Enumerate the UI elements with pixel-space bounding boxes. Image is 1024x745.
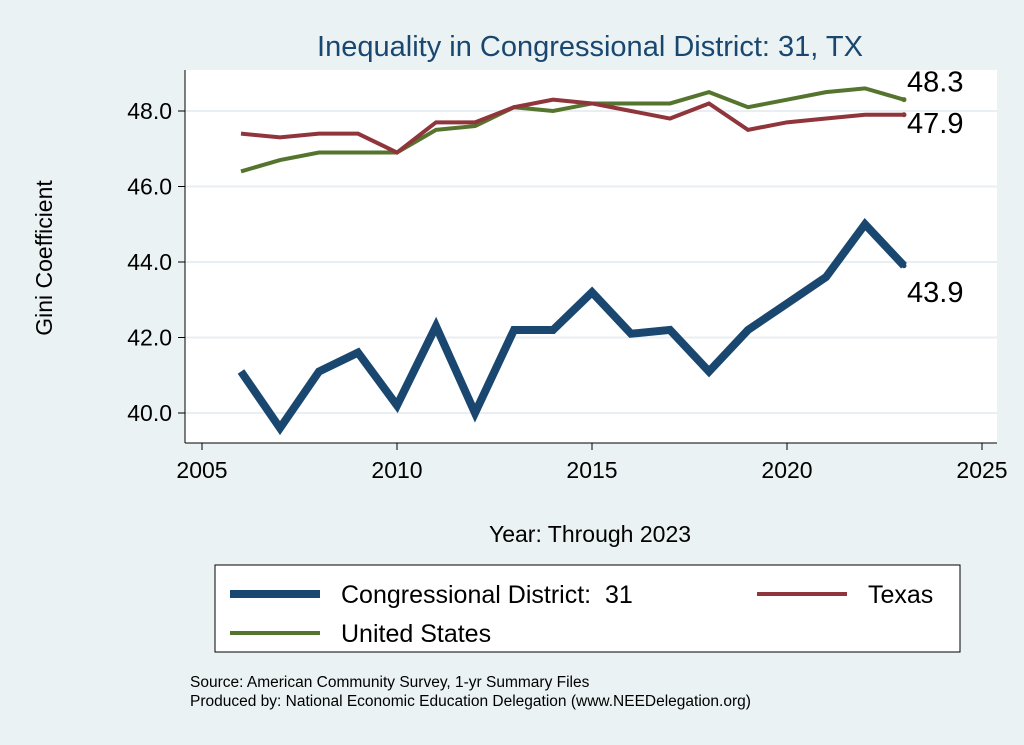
- x-tick-label: 2025: [956, 457, 1007, 483]
- end-point: [901, 112, 907, 118]
- x-tick-label: 2005: [176, 457, 227, 483]
- series-line-united-states: [240, 86, 905, 174]
- y-tick-label: 40.0: [127, 400, 172, 426]
- producer-note: Produced by: National Economic Education…: [190, 693, 751, 710]
- end-label: 47.9: [907, 108, 963, 140]
- x-tick-label: 2015: [566, 457, 617, 483]
- y-axis-label: Gini Coefficient: [31, 180, 57, 336]
- legend: Congressional District: 31 Texas United …: [214, 564, 961, 653]
- x-axis-label: Year: Through 2023: [489, 521, 691, 547]
- series-line-texas: [240, 97, 904, 155]
- y-tick-label: 42.0: [127, 325, 172, 351]
- legend-label-us: United States: [341, 620, 491, 648]
- legend-label-texas: Texas: [868, 581, 933, 609]
- y-tick-label: 44.0: [127, 249, 172, 275]
- end-label: 48.3: [907, 67, 963, 99]
- y-tick-label: 48.0: [127, 98, 172, 124]
- end-label: 43.9: [907, 277, 963, 309]
- end-point: [901, 97, 907, 103]
- chart-title: Inequality in Congressional District: 31…: [317, 31, 863, 63]
- end-point: [901, 263, 907, 269]
- y-tick-label: 46.0: [127, 174, 172, 200]
- x-tick-label: 2020: [761, 457, 812, 483]
- source-note: Source: American Community Survey, 1-yr …: [190, 674, 590, 691]
- x-tick-label: 2010: [371, 457, 422, 483]
- legend-label-district: Congressional District: 31: [341, 581, 633, 609]
- series-line-congressional-district-31: [237, 218, 907, 436]
